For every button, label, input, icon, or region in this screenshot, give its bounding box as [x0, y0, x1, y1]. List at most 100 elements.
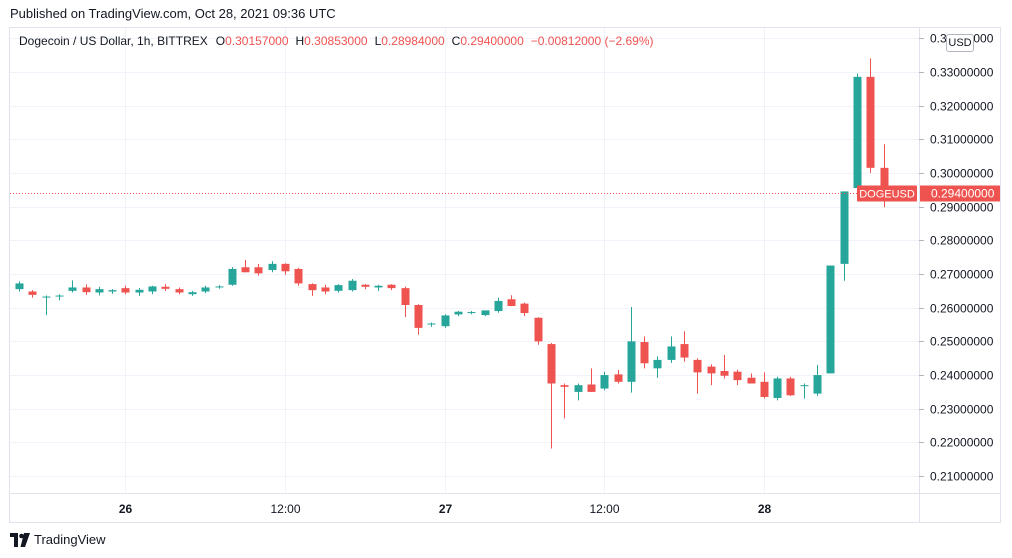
candle-body: [361, 284, 370, 287]
candle[interactable]: [653, 356, 662, 378]
candle[interactable]: [308, 283, 317, 296]
candle[interactable]: [82, 284, 91, 295]
candle-body: [560, 385, 569, 387]
candle[interactable]: [760, 372, 769, 399]
candle[interactable]: [481, 310, 490, 317]
candle[interactable]: [813, 364, 822, 396]
candle[interactable]: [348, 279, 357, 292]
y-tick-label: 0.21000000: [930, 470, 994, 484]
candle[interactable]: [241, 259, 250, 273]
y-tick-label: 0.31000000: [930, 133, 994, 147]
candle[interactable]: [135, 288, 144, 296]
candle[interactable]: [427, 322, 436, 327]
candle[interactable]: [294, 267, 303, 286]
candle[interactable]: [441, 314, 450, 328]
candle[interactable]: [773, 376, 782, 401]
y-tick-label: 0.33000000: [930, 66, 994, 80]
candle[interactable]: [680, 331, 689, 362]
candle[interactable]: [560, 383, 569, 419]
candle[interactable]: [28, 290, 37, 298]
candle[interactable]: [600, 371, 609, 391]
candle-body: [121, 288, 130, 293]
candle[interactable]: [55, 294, 64, 301]
grid-layer: [10, 28, 919, 493]
candle[interactable]: [268, 261, 277, 273]
candle-body: [348, 280, 357, 291]
candle[interactable]: [866, 58, 875, 173]
candle-body: [308, 284, 317, 291]
candle[interactable]: [507, 295, 516, 306]
x-tick-label: 12:00: [589, 502, 619, 516]
candle[interactable]: [707, 364, 716, 386]
candle[interactable]: [826, 265, 835, 374]
candle-body: [680, 344, 689, 358]
candle-body: [148, 286, 157, 292]
candle[interactable]: [68, 280, 77, 293]
candle[interactable]: [733, 369, 742, 386]
candle[interactable]: [454, 311, 463, 317]
symbol-title[interactable]: Dogecoin / US Dollar, 1h, BITTREX: [19, 34, 208, 48]
candle[interactable]: [534, 317, 543, 345]
candle[interactable]: [720, 354, 729, 379]
y-tick-label: 0.22000000: [930, 436, 994, 450]
candle-body: [427, 323, 436, 325]
candle-layer: [15, 58, 889, 449]
candle-body: [840, 191, 849, 264]
candle[interactable]: [95, 286, 104, 296]
candle[interactable]: [42, 295, 51, 316]
candle[interactable]: [800, 383, 809, 399]
candle[interactable]: [334, 284, 343, 293]
candle[interactable]: [640, 336, 649, 369]
candle[interactable]: [494, 297, 503, 313]
open-label: O: [215, 34, 226, 48]
published-caption: Published on TradingView.com, Oct 28, 20…: [10, 6, 336, 21]
tradingview-logo[interactable]: TradingView: [10, 532, 106, 547]
currency-badge[interactable]: USD: [946, 34, 974, 52]
candle[interactable]: [627, 307, 636, 393]
candle[interactable]: [175, 287, 184, 295]
candle[interactable]: [188, 290, 197, 296]
candle-body: [880, 167, 889, 194]
candle-body: [334, 285, 343, 291]
candle[interactable]: [374, 284, 383, 291]
low-value: 0.28984000: [381, 34, 445, 48]
candle-body: [201, 287, 210, 292]
candle-body: [374, 285, 383, 288]
y-tick-label: 0.25000000: [930, 335, 994, 349]
candle[interactable]: [467, 311, 476, 315]
candle[interactable]: [667, 336, 676, 363]
candle[interactable]: [201, 285, 210, 294]
candle[interactable]: [414, 304, 423, 335]
candle-body: [653, 359, 662, 369]
candle[interactable]: [161, 284, 170, 291]
candle-body: [574, 385, 583, 392]
candle[interactable]: [215, 285, 224, 289]
candle-body: [853, 76, 862, 189]
candle[interactable]: [520, 302, 529, 317]
y-tick-label: 0.27000000: [930, 268, 994, 282]
candle[interactable]: [15, 281, 24, 292]
candle[interactable]: [108, 289, 117, 294]
candle[interactable]: [693, 358, 702, 394]
candle[interactable]: [148, 285, 157, 295]
candle[interactable]: [840, 191, 849, 281]
symbol-tag-bg: [857, 185, 917, 202]
candle[interactable]: [401, 286, 410, 318]
candle[interactable]: [254, 263, 263, 276]
candle[interactable]: [321, 284, 330, 295]
candle[interactable]: [747, 373, 756, 384]
candle[interactable]: [574, 383, 583, 401]
candle[interactable]: [786, 376, 795, 396]
y-tick-label: 0.29000000: [930, 201, 994, 215]
candle[interactable]: [547, 343, 556, 449]
candle[interactable]: [228, 267, 237, 286]
candle[interactable]: [853, 73, 862, 189]
candle[interactable]: [361, 284, 370, 290]
candle[interactable]: [587, 368, 596, 392]
candle[interactable]: [387, 284, 396, 291]
candle[interactable]: [121, 285, 130, 295]
candle[interactable]: [281, 263, 290, 275]
x-tick-label: 27: [439, 502, 453, 516]
candle[interactable]: [614, 370, 623, 384]
